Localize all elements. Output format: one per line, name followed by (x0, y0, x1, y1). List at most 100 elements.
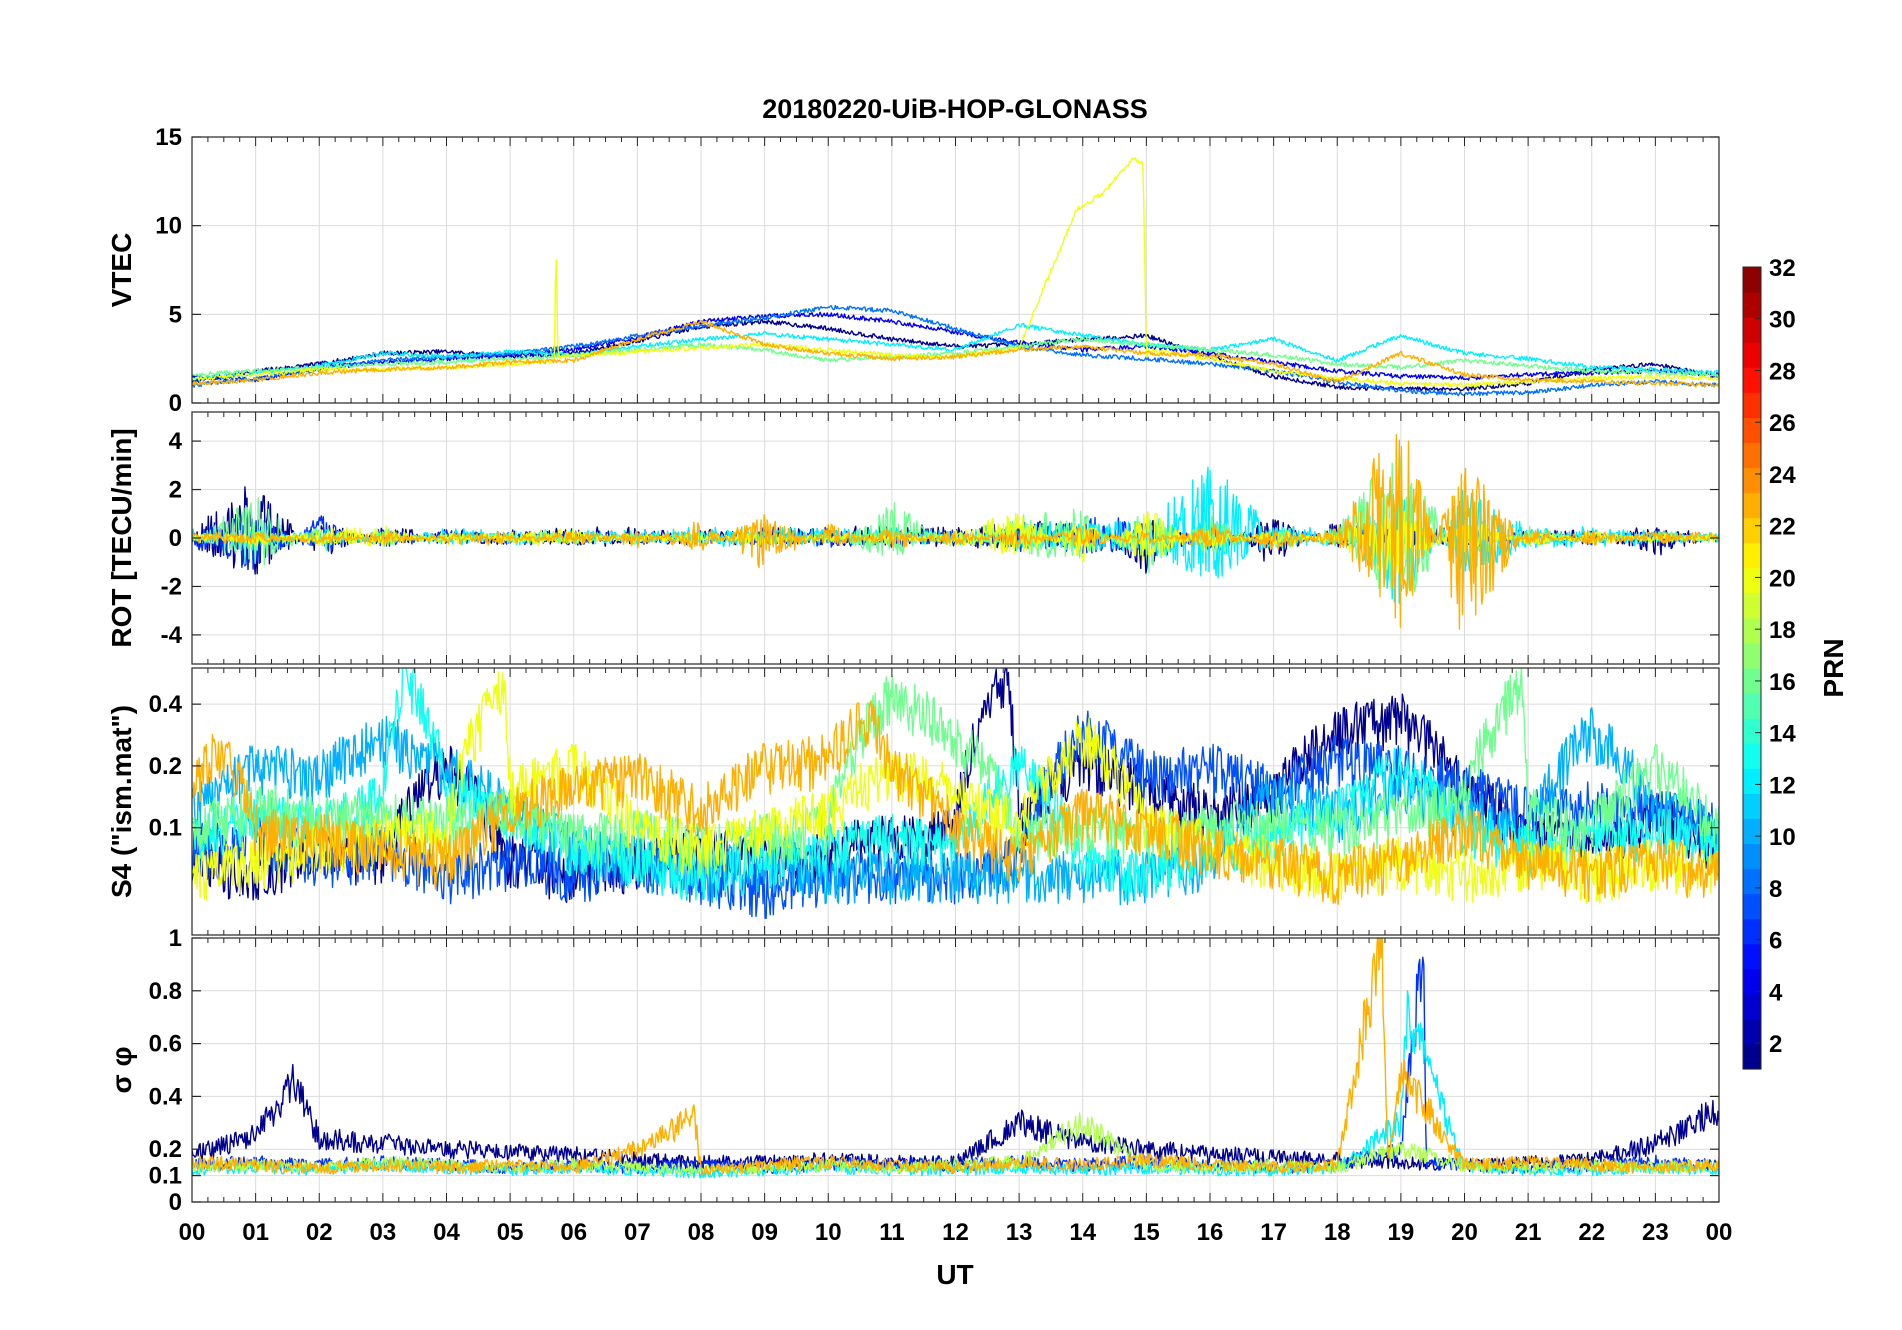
colorbar-segment (1743, 567, 1761, 594)
series-line-prn-23 (192, 320, 1719, 388)
colorbar-segment (1743, 592, 1761, 619)
colorbar-tick-label: 28 (1769, 358, 1796, 385)
colorbar-segment (1743, 918, 1761, 945)
x-tick-label: 08 (688, 1219, 715, 1246)
colorbar-segment (1743, 968, 1761, 995)
y-tick-label: 0 (169, 390, 182, 417)
colorbar-tick-label: 8 (1769, 876, 1782, 903)
colorbar-segment (1743, 492, 1761, 519)
x-tick-label: 05 (497, 1219, 524, 1246)
colorbar-segment (1743, 843, 1761, 870)
colorbar-segment (1743, 768, 1761, 794)
y-tick-label: -4 (161, 622, 183, 649)
colorbar-segment (1743, 342, 1761, 368)
series-line-prn-23 (192, 938, 1719, 1176)
y-tick-label: 10 (155, 213, 182, 240)
x-tick-label: 09 (751, 1219, 778, 1246)
colorbar-segment (1743, 267, 1761, 293)
colorbar-tick-label: 18 (1769, 617, 1796, 644)
y-tick-label: 0.4 (149, 1083, 183, 1110)
x-tick-label: 18 (1324, 1219, 1351, 1246)
colorbar-tick-label: 14 (1769, 721, 1796, 748)
panel-3: 0.1 0.2 0.4 S4 ("ism.mat") (106, 667, 1720, 936)
panel-2: -4 -2 0 2 4 ROT [TECU/min] (106, 411, 1720, 665)
colorbar-segment (1743, 542, 1761, 569)
colorbar-tick-label: 30 (1769, 307, 1796, 334)
x-tick-label: 23 (1642, 1219, 1669, 1246)
colorbar-segment (1743, 868, 1761, 895)
colorbar-segment (1743, 1043, 1761, 1070)
colorbar-segment (1743, 743, 1761, 769)
y-axis-label: VTEC (106, 233, 137, 308)
colorbar-tick-label: 32 (1769, 255, 1796, 282)
colorbar-segment (1743, 943, 1761, 970)
colorbar-segment (1743, 818, 1761, 845)
series-line-prn-16 (192, 668, 1719, 879)
y-tick-label: 1 (169, 925, 182, 952)
x-tick-label: 20 (1451, 1219, 1478, 1246)
x-tick-label: 06 (560, 1219, 587, 1246)
colorbar-tick-label: 24 (1769, 462, 1796, 489)
series-line-prn-23 (192, 434, 1719, 630)
colorbar-frame (1742, 266, 1762, 1070)
colorbar-segment (1743, 292, 1761, 318)
x-tick-label: 22 (1578, 1219, 1605, 1246)
colorbar-tick-label: 20 (1769, 565, 1796, 592)
y-tick-label: 15 (155, 124, 182, 151)
x-axis-label: UT (936, 1259, 973, 1290)
series-line-prn-1 (192, 318, 1719, 392)
x-tick-label: 11 (879, 1219, 904, 1246)
x-tick-label: 16 (1197, 1219, 1224, 1246)
y-tick-label: 2 (169, 477, 182, 504)
y-axis: -4 -2 0 2 4 (161, 412, 1720, 664)
y-tick-label: 0 (169, 525, 182, 552)
x-tick-label: 03 (370, 1219, 397, 1246)
x-tick-label: 12 (942, 1219, 969, 1246)
y-axis: 00.10.2 0.4 0.6 0.8 1 (149, 925, 1720, 1216)
colorbar-tick-label: 2 (1769, 1031, 1782, 1058)
colorbar-tick-label: 12 (1769, 772, 1796, 799)
series-line-prn-16 (192, 337, 1719, 378)
x-tick-label: 02 (306, 1219, 333, 1246)
colorbar-tick-label: 6 (1769, 928, 1782, 955)
x-tick-label: 04 (433, 1219, 460, 1246)
y-tick-label: 0.2 (149, 753, 182, 780)
y-tick-label: -2 (161, 573, 182, 600)
colorbar-segment (1743, 893, 1761, 920)
panel-1: 0 5 10 15 VTEC (106, 124, 1720, 417)
colorbar-segment (1743, 668, 1761, 694)
y-axis: 0 5 10 15 (155, 124, 1720, 417)
y-tick-label: 5 (169, 301, 182, 328)
y-axis: 0.1 0.2 0.4 (149, 668, 1720, 935)
colorbar-segment (1743, 617, 1761, 644)
x-tick-label: 17 (1260, 1219, 1287, 1246)
colorbar-segment (1743, 367, 1761, 393)
y-tick-label: 0.8 (149, 978, 182, 1005)
colorbar-tick-label: 16 (1769, 669, 1796, 696)
y-tick-label: 0.1 (149, 1163, 182, 1190)
y-tick-label: 0.2 (149, 1136, 182, 1163)
x-tick-label: 21 (1515, 1219, 1542, 1246)
y-axis-label: σ φ (106, 1047, 137, 1094)
panel-4: 00.10.2 0.4 0.6 0.8 1 σ φ (106, 925, 1720, 1216)
colorbar-segment (1743, 718, 1761, 744)
colorbar-segment (1743, 793, 1761, 819)
colorbar-segment (1743, 392, 1761, 418)
colorbar-segment (1743, 417, 1761, 444)
y-tick-label: 0 (169, 1189, 182, 1216)
series-group (192, 434, 1719, 630)
colorbar-segment (1743, 1018, 1761, 1045)
y-tick-label: 0.6 (149, 1031, 182, 1058)
colorbar-segment (1743, 442, 1761, 469)
y-axis-label: ROT [TECU/min] (106, 428, 137, 647)
series-line-prn-20 (192, 510, 1719, 585)
x-tick-label: 13 (1006, 1219, 1033, 1246)
colorbar-segment (1743, 467, 1761, 494)
x-tick-label: 00 (179, 1219, 206, 1246)
series-line-prn-20 (192, 671, 1719, 904)
x-tick-label: 15 (1133, 1219, 1160, 1246)
x-tick-label: 10 (815, 1219, 842, 1246)
